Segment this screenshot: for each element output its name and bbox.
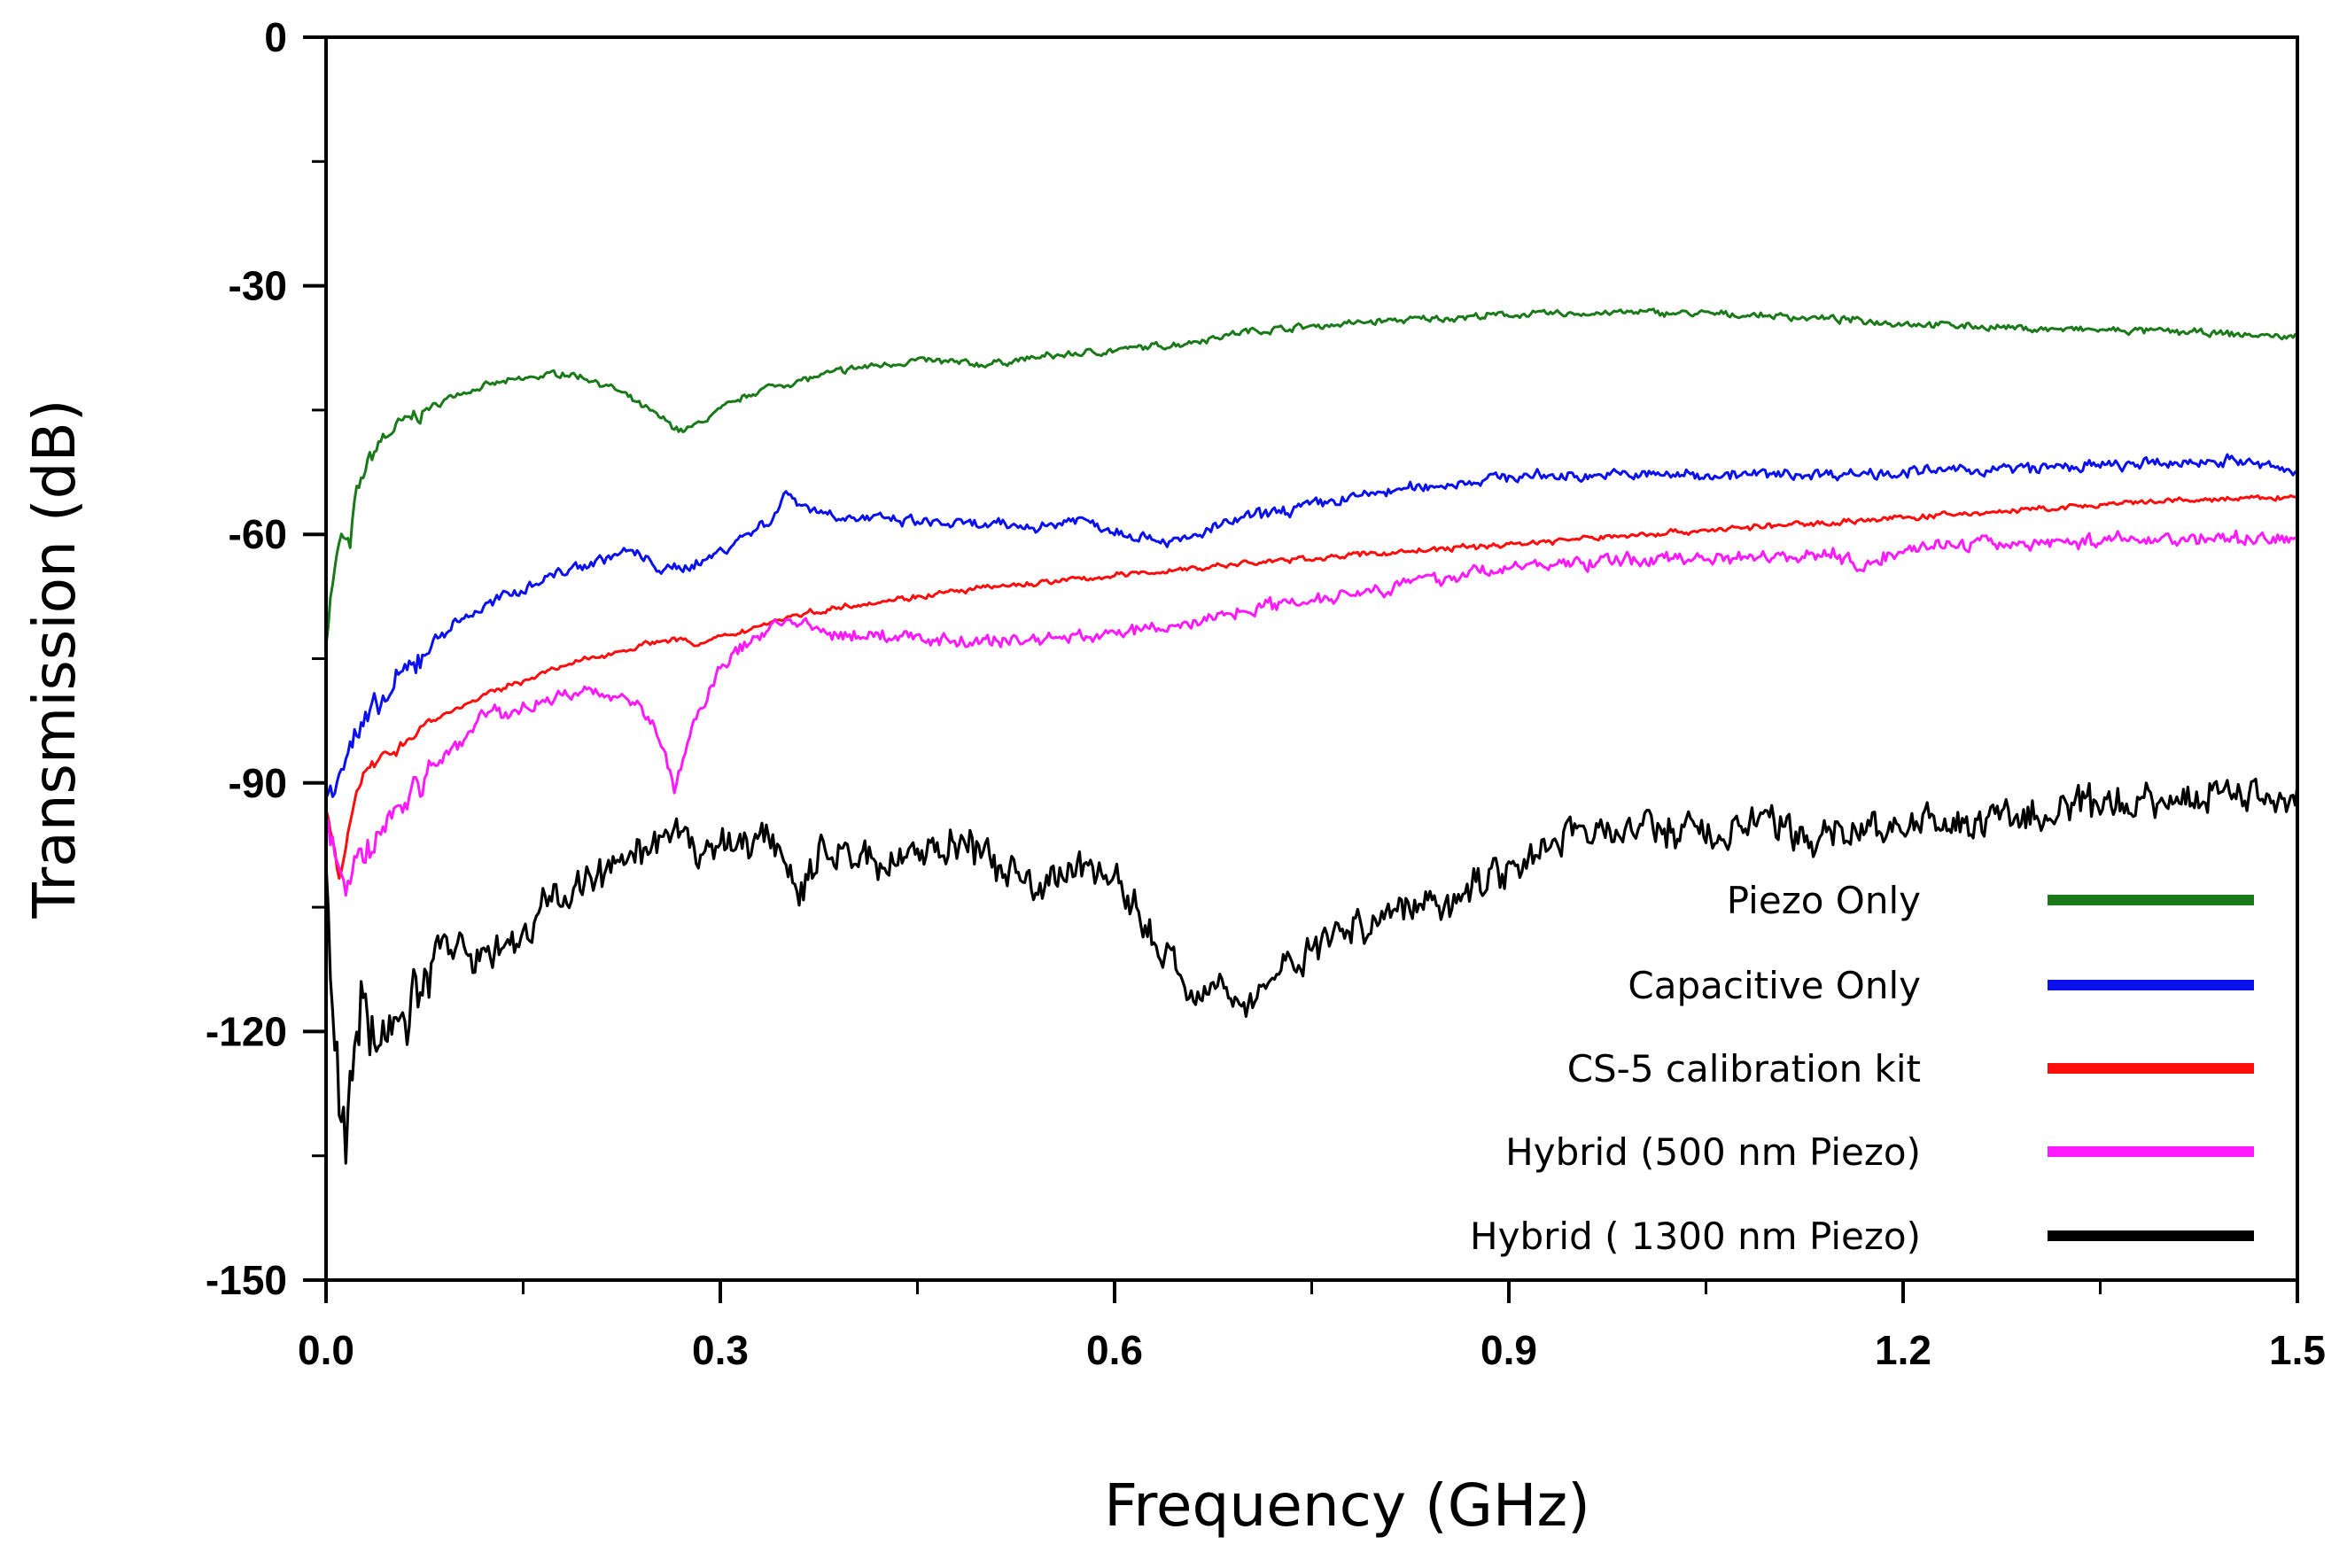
x-axis-tick-labels: 0.0 0.3 0.6 0.9 1.2 1.5	[298, 1327, 2326, 1373]
x-axis-title: Frequency (GHz)	[1104, 1471, 1590, 1540]
x-tick-label: 1.2	[1875, 1327, 1931, 1373]
series-line-4	[324, 529, 2298, 897]
axis-ticks	[303, 35, 2299, 1303]
legend-label: Piezo Only	[1727, 879, 1921, 922]
legend: Piezo Only Capacitive Only CS-5 calibratio…	[1470, 879, 2254, 1258]
y-tick-label: -150	[206, 1257, 287, 1303]
legend-label: Hybrid (500 nm Piezo)	[1505, 1130, 1921, 1174]
y-tick-label: -120	[206, 1008, 287, 1054]
y-tick-label: -60	[229, 511, 287, 557]
x-tick-label: 0.9	[1480, 1327, 1537, 1373]
y-tick-label: -30	[229, 263, 287, 309]
plot-lines	[324, 307, 2299, 1165]
series-line-1	[324, 307, 2299, 647]
y-axis-tick-labels: 0 -30 -60 -90 -120 -150	[206, 14, 287, 1303]
plot-frame	[324, 35, 2299, 1282]
series-line-5	[324, 777, 2299, 1165]
y-axis-title: Transmission (dB)	[20, 399, 89, 919]
x-tick-label: 1.5	[2269, 1327, 2326, 1373]
legend-label: Capacitive Only	[1628, 964, 1921, 1007]
x-tick-label: 0.0	[298, 1327, 354, 1373]
y-tick-label: 0	[264, 14, 287, 60]
y-tick-label: -90	[229, 760, 287, 806]
series-line-3	[324, 493, 2298, 881]
series-line-2	[324, 453, 2298, 799]
x-tick-label: 0.3	[692, 1327, 749, 1373]
legend-label: CS-5 calibration kit	[1567, 1047, 1921, 1091]
legend-label: Hybrid ( 1300 nm Piezo)	[1470, 1215, 1921, 1258]
x-tick-label: 0.6	[1086, 1327, 1143, 1373]
